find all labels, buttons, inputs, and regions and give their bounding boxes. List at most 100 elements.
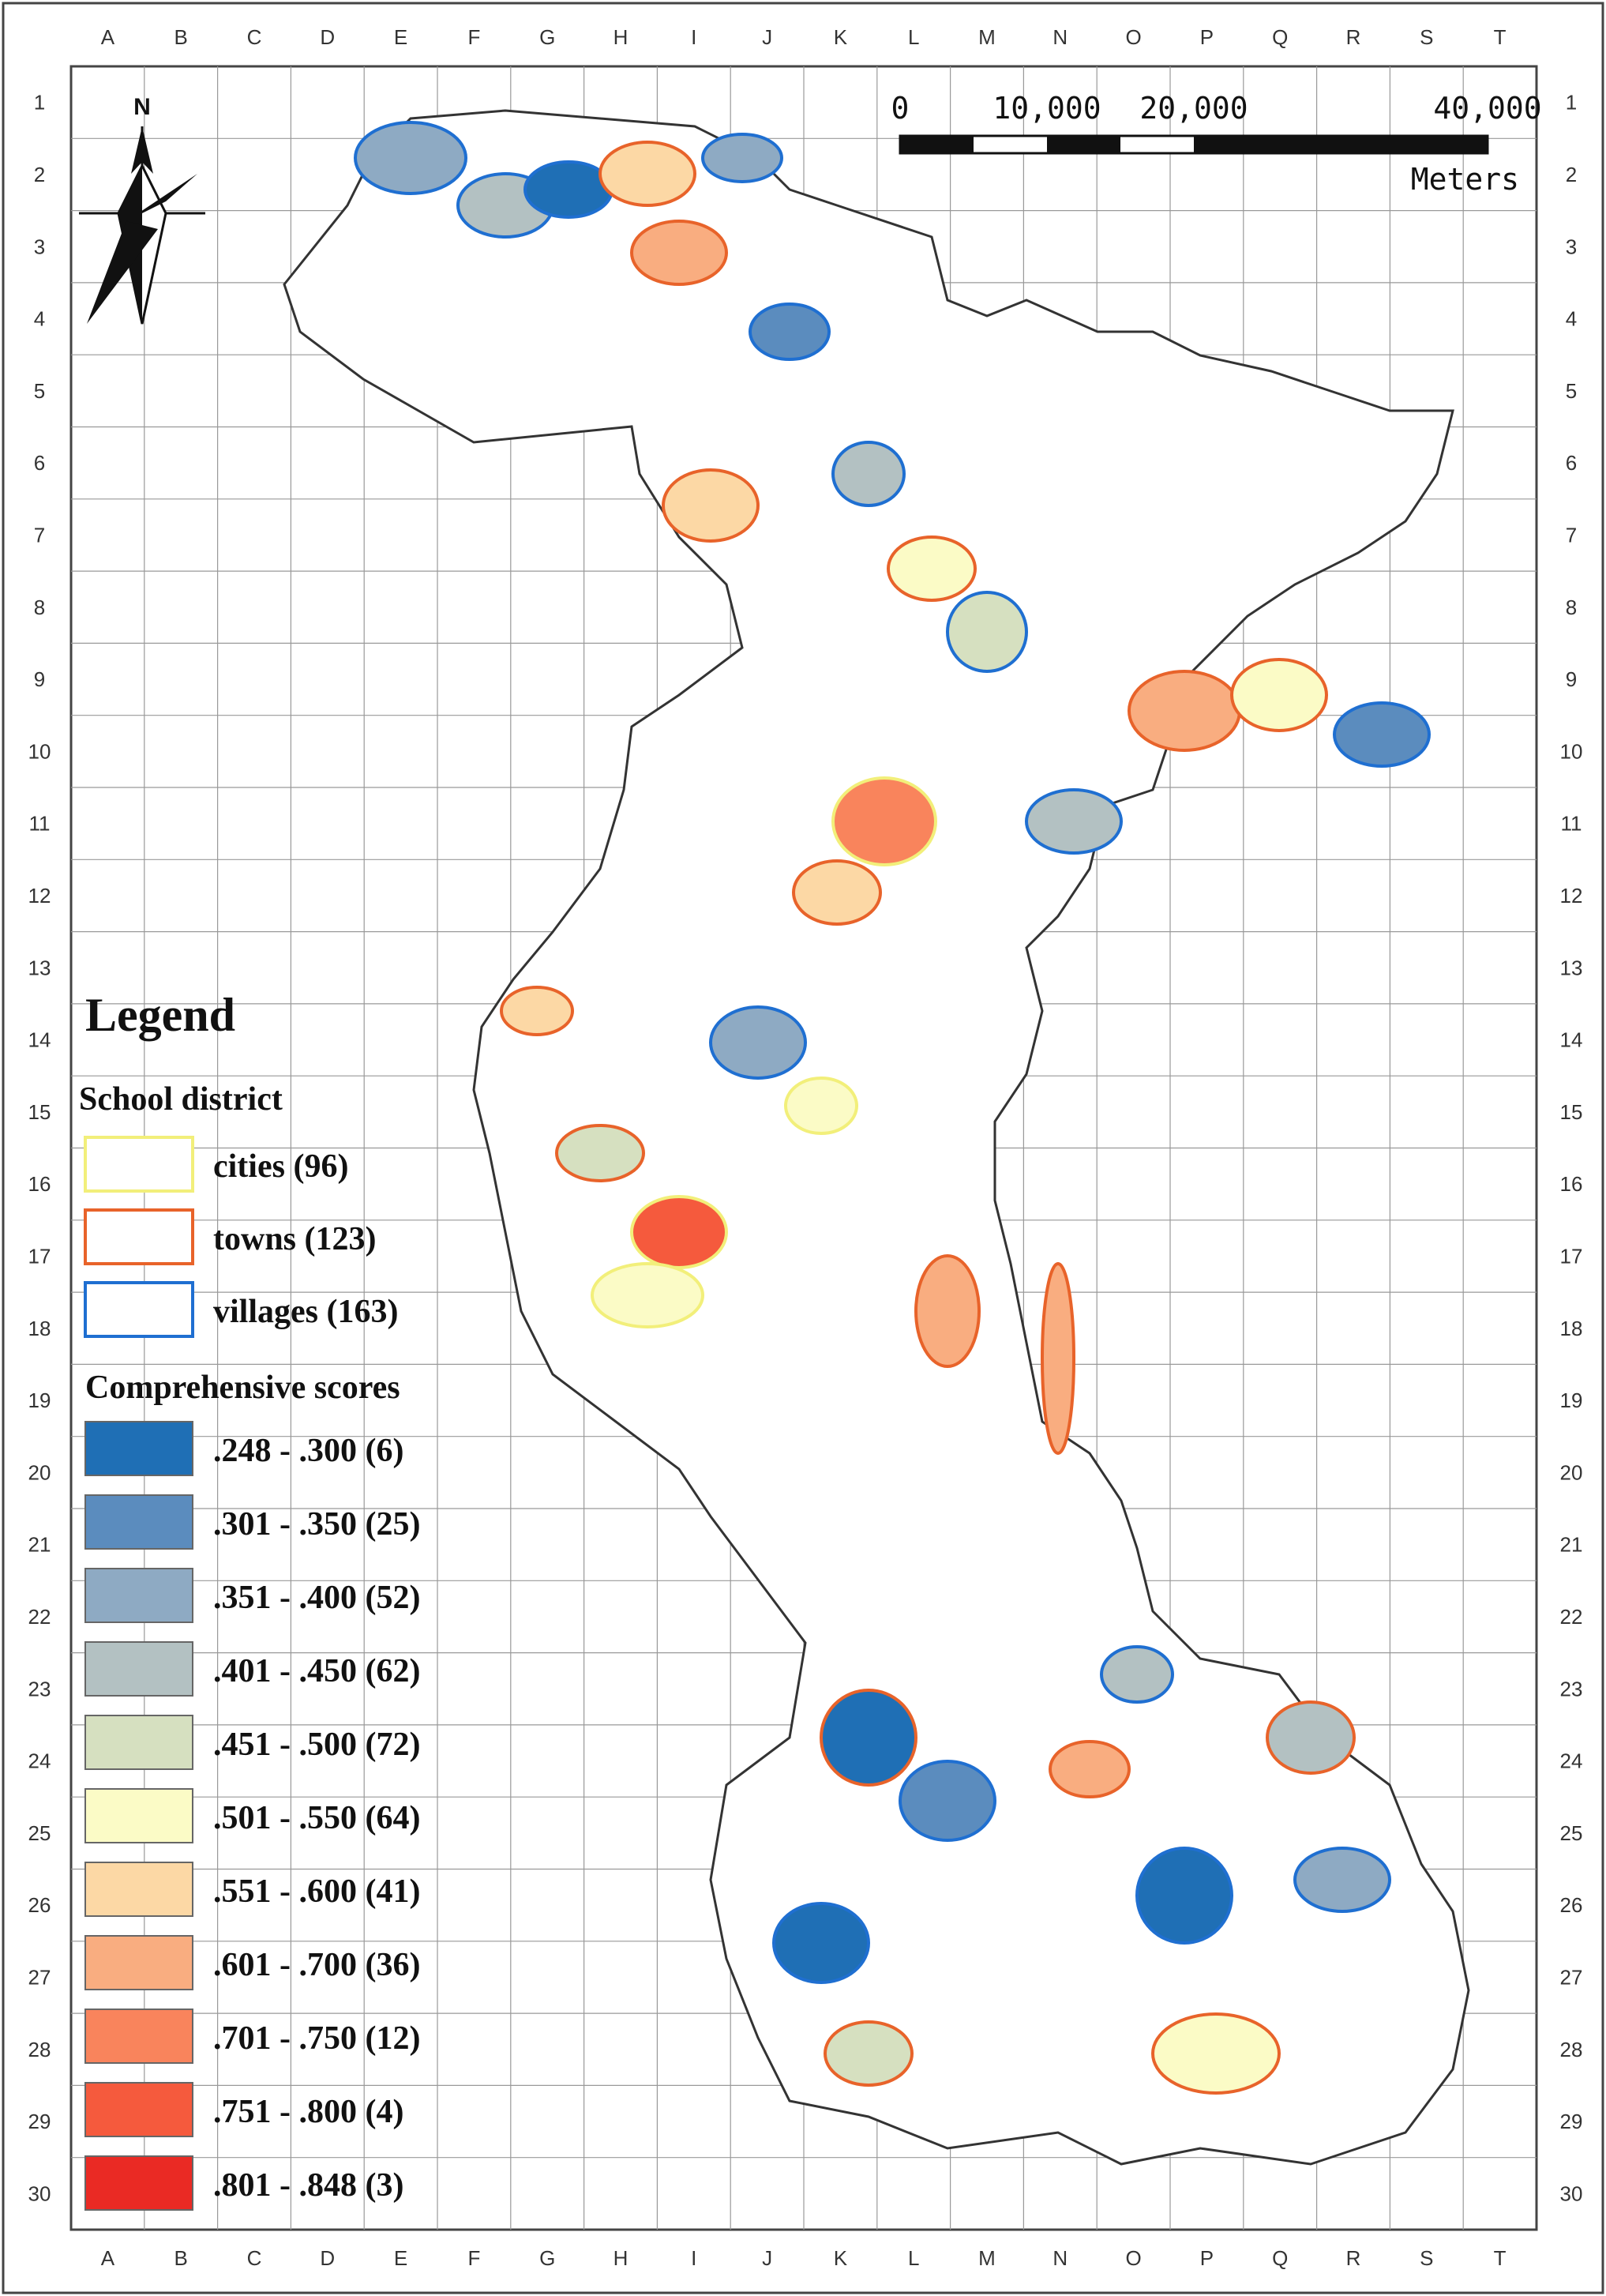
scale-unit: Meters — [1411, 162, 1519, 197]
grid-column-label: T — [1494, 2246, 1507, 2270]
grid-row-label: 5 — [34, 379, 45, 403]
district-swatch — [84, 1281, 194, 1338]
district-patch — [831, 441, 906, 507]
district-swatch — [84, 1208, 194, 1265]
grid-row-label: 1 — [34, 91, 45, 115]
score-swatch — [84, 1715, 193, 1770]
grid-column-label: E — [394, 2246, 407, 2270]
grid-column-label: G — [539, 2246, 555, 2270]
score-label: .751 - .800 (4) — [213, 2094, 403, 2130]
grid-row-label: 26 — [1560, 1893, 1583, 1917]
grid-letters-bottom: A B C D E F G H I J K L M N O P Q R S T — [101, 2246, 1507, 2270]
grid-row-label: 9 — [1566, 667, 1577, 691]
score-swatch — [84, 1788, 193, 1843]
grid-row-label: 2 — [34, 163, 45, 186]
grid-row-label: 24 — [1560, 1749, 1583, 1773]
grid-row-label: 3 — [34, 235, 45, 258]
grid-column-label: O — [1125, 2246, 1141, 2270]
grid-row-label: 10 — [28, 739, 51, 763]
district-patch — [354, 121, 467, 195]
grid-column-label: K — [834, 25, 848, 49]
grid-row-label: 18 — [1560, 1317, 1583, 1340]
grid-column-label: P — [1200, 2246, 1214, 2270]
grid-row-label: 16 — [1560, 1172, 1583, 1196]
grid-column-label: Q — [1272, 2246, 1288, 2270]
grid-column-label: A — [101, 2246, 115, 2270]
district-patch — [1135, 1847, 1233, 1945]
grid-row-label: 2 — [1566, 163, 1577, 186]
grid-row-label: 10 — [1560, 739, 1583, 763]
district-patch — [1100, 1645, 1174, 1704]
grid-column-label: L — [908, 25, 919, 49]
grid-row-label: 3 — [1566, 235, 1577, 258]
district-patch — [1151, 2012, 1281, 2095]
grid-column-label: C — [247, 2246, 262, 2270]
score-swatch — [84, 2155, 193, 2211]
grid-row-label: 17 — [28, 1244, 51, 1268]
district-patch — [701, 133, 783, 183]
district-patch — [630, 220, 728, 286]
grid-row-label: 29 — [1560, 2110, 1583, 2133]
grid-row-label: 12 — [28, 884, 51, 908]
grid-numbers-left: 1234567891011121314151617181920212223242… — [28, 91, 51, 2206]
grid-row-label: 19 — [1560, 1388, 1583, 1412]
grid-row-label: 28 — [28, 2038, 51, 2061]
district-patch — [914, 1254, 981, 1368]
grid-row-label: 24 — [28, 1749, 51, 1773]
grid-column-label: S — [1420, 2246, 1433, 2270]
north-label: N — [133, 94, 151, 120]
score-label: .801 - .848 (3) — [213, 2167, 403, 2204]
grid-column-label: I — [691, 2246, 696, 2270]
grid-row-label: 19 — [28, 1388, 51, 1412]
district-swatch — [84, 1136, 194, 1193]
grid-column-label: C — [247, 25, 262, 49]
grid-row-label: 17 — [1560, 1244, 1583, 1268]
grid-row-label: 22 — [1560, 1605, 1583, 1629]
scale-tick-0: 0 — [891, 91, 910, 126]
district-patch — [598, 141, 696, 207]
score-label: .501 - .550 (64) — [213, 1800, 420, 1836]
scale-tick-20000: 20,000 — [1139, 91, 1248, 126]
district-patch — [1333, 701, 1431, 768]
grid-row-label: 4 — [34, 307, 45, 331]
district-patch — [500, 986, 574, 1036]
score-label: .551 - .600 (41) — [213, 1873, 420, 1910]
score-swatch — [84, 2082, 193, 2137]
grid-column-label: J — [762, 25, 772, 49]
grid-row-label: 18 — [28, 1317, 51, 1340]
grid-row-label: 23 — [28, 1677, 51, 1700]
district-patch — [749, 303, 831, 361]
grid-row-label: 5 — [1566, 379, 1577, 403]
score-swatch — [84, 1421, 193, 1476]
score-label: .701 - .750 (12) — [213, 2020, 420, 2057]
district-patch — [1025, 788, 1123, 855]
grid-row-label: 7 — [34, 523, 45, 547]
north-arrow: N — [79, 94, 205, 325]
score-label: .351 - .400 (52) — [213, 1580, 420, 1616]
grid-row-label: 23 — [1560, 1677, 1583, 1700]
district-patch — [1049, 1740, 1131, 1798]
grid-column-label: R — [1346, 25, 1361, 49]
grid-row-label: 14 — [28, 1028, 51, 1052]
district-patch — [946, 591, 1028, 673]
grid-row-label: 25 — [28, 1821, 51, 1845]
grid-column-label: D — [320, 2246, 335, 2270]
grid-row-label: 11 — [1561, 812, 1582, 836]
district-patch — [831, 776, 937, 866]
grid-letters-top: A B C D E F G H I J K L M N O P Q R S T — [101, 25, 1507, 49]
grid-row-label: 1 — [1566, 91, 1577, 115]
score-swatch — [84, 2009, 193, 2064]
grid-row-label: 22 — [28, 1605, 51, 1629]
district-patch — [1041, 1262, 1075, 1455]
grid-row-label: 6 — [34, 451, 45, 475]
district-patch — [772, 1902, 870, 1984]
grid-column-label: Q — [1272, 25, 1288, 49]
score-swatch — [84, 1935, 193, 1990]
grid-column-label: T — [1494, 25, 1507, 49]
grid-row-label: 20 — [1560, 1460, 1583, 1484]
grid-row-label: 6 — [1566, 451, 1577, 475]
scale-tick-10000: 10,000 — [992, 91, 1101, 126]
district-patch — [792, 859, 882, 926]
